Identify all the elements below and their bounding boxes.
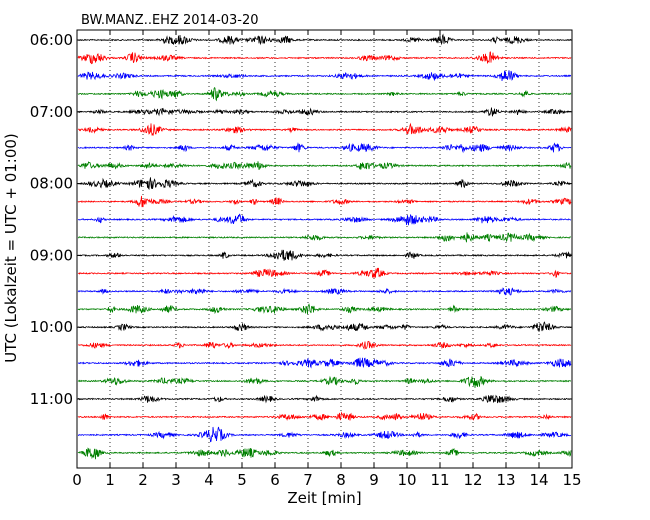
chart-title: BW.MANZ..EHZ 2014-03-20 [81, 13, 259, 28]
trace-row [77, 375, 572, 388]
trace-row [77, 394, 572, 404]
y-tick-label: 10:00 [30, 318, 73, 336]
trace-row [77, 213, 572, 226]
x-tick-label: 0 [72, 471, 82, 489]
trace-row [77, 33, 572, 46]
plot-frame [76, 29, 573, 469]
x-tick-label: 12 [463, 471, 482, 489]
x-tick-label: 1 [105, 471, 115, 489]
x-tick-label: 6 [270, 471, 280, 489]
traces [77, 33, 572, 460]
x-tick-label: 5 [237, 471, 247, 489]
trace-row [77, 321, 572, 332]
trace-row [77, 447, 572, 460]
trace-row [77, 122, 572, 136]
y-tick-label: 11:00 [30, 390, 73, 408]
x-tick-label: 9 [369, 471, 379, 489]
y-axis-label: UTC (Lokalzeit = UTC + 01:00) [2, 133, 20, 363]
trace-row [77, 287, 572, 296]
trace-row [77, 86, 572, 102]
x-tick-label: 3 [171, 471, 181, 489]
x-tick-label: 7 [303, 471, 313, 489]
y-axis: 06:00 07:00 08:00 09:00 10:00 11:00 [30, 31, 572, 408]
trace-row [77, 195, 572, 208]
trace-row [77, 161, 572, 171]
x-tick-label: 15 [562, 471, 581, 489]
trace-row [77, 51, 572, 65]
x-tick-label: 2 [138, 471, 148, 489]
trace-row [77, 177, 572, 190]
trace-row [77, 357, 572, 369]
trace-row [77, 70, 572, 82]
x-tick-label: 11 [430, 471, 449, 489]
trace-row [77, 249, 572, 261]
trace-row [77, 303, 572, 315]
y-tick-label: 06:00 [30, 31, 73, 49]
trace-row [77, 426, 572, 443]
x-tick-label: 14 [529, 471, 548, 489]
trace-row [77, 340, 572, 350]
y-tick-label: 09:00 [30, 246, 73, 264]
x-tick-label: 10 [397, 471, 416, 489]
x-tick-label: 13 [496, 471, 515, 489]
trace-row [77, 411, 572, 421]
trace-row [77, 232, 572, 243]
y-tick-label: 07:00 [30, 103, 73, 121]
x-tick-label: 8 [336, 471, 346, 489]
y-tick-label: 08:00 [30, 175, 73, 193]
x-axis-label: Zeit [min] [287, 489, 361, 507]
x-axis: 0 1 2 3 4 5 6 7 8 9 10 11 12 13 14 15 [72, 30, 582, 489]
x-tick-label: 4 [204, 471, 214, 489]
trace-row [77, 267, 572, 280]
trace-row [77, 107, 572, 117]
trace-row [77, 142, 572, 154]
